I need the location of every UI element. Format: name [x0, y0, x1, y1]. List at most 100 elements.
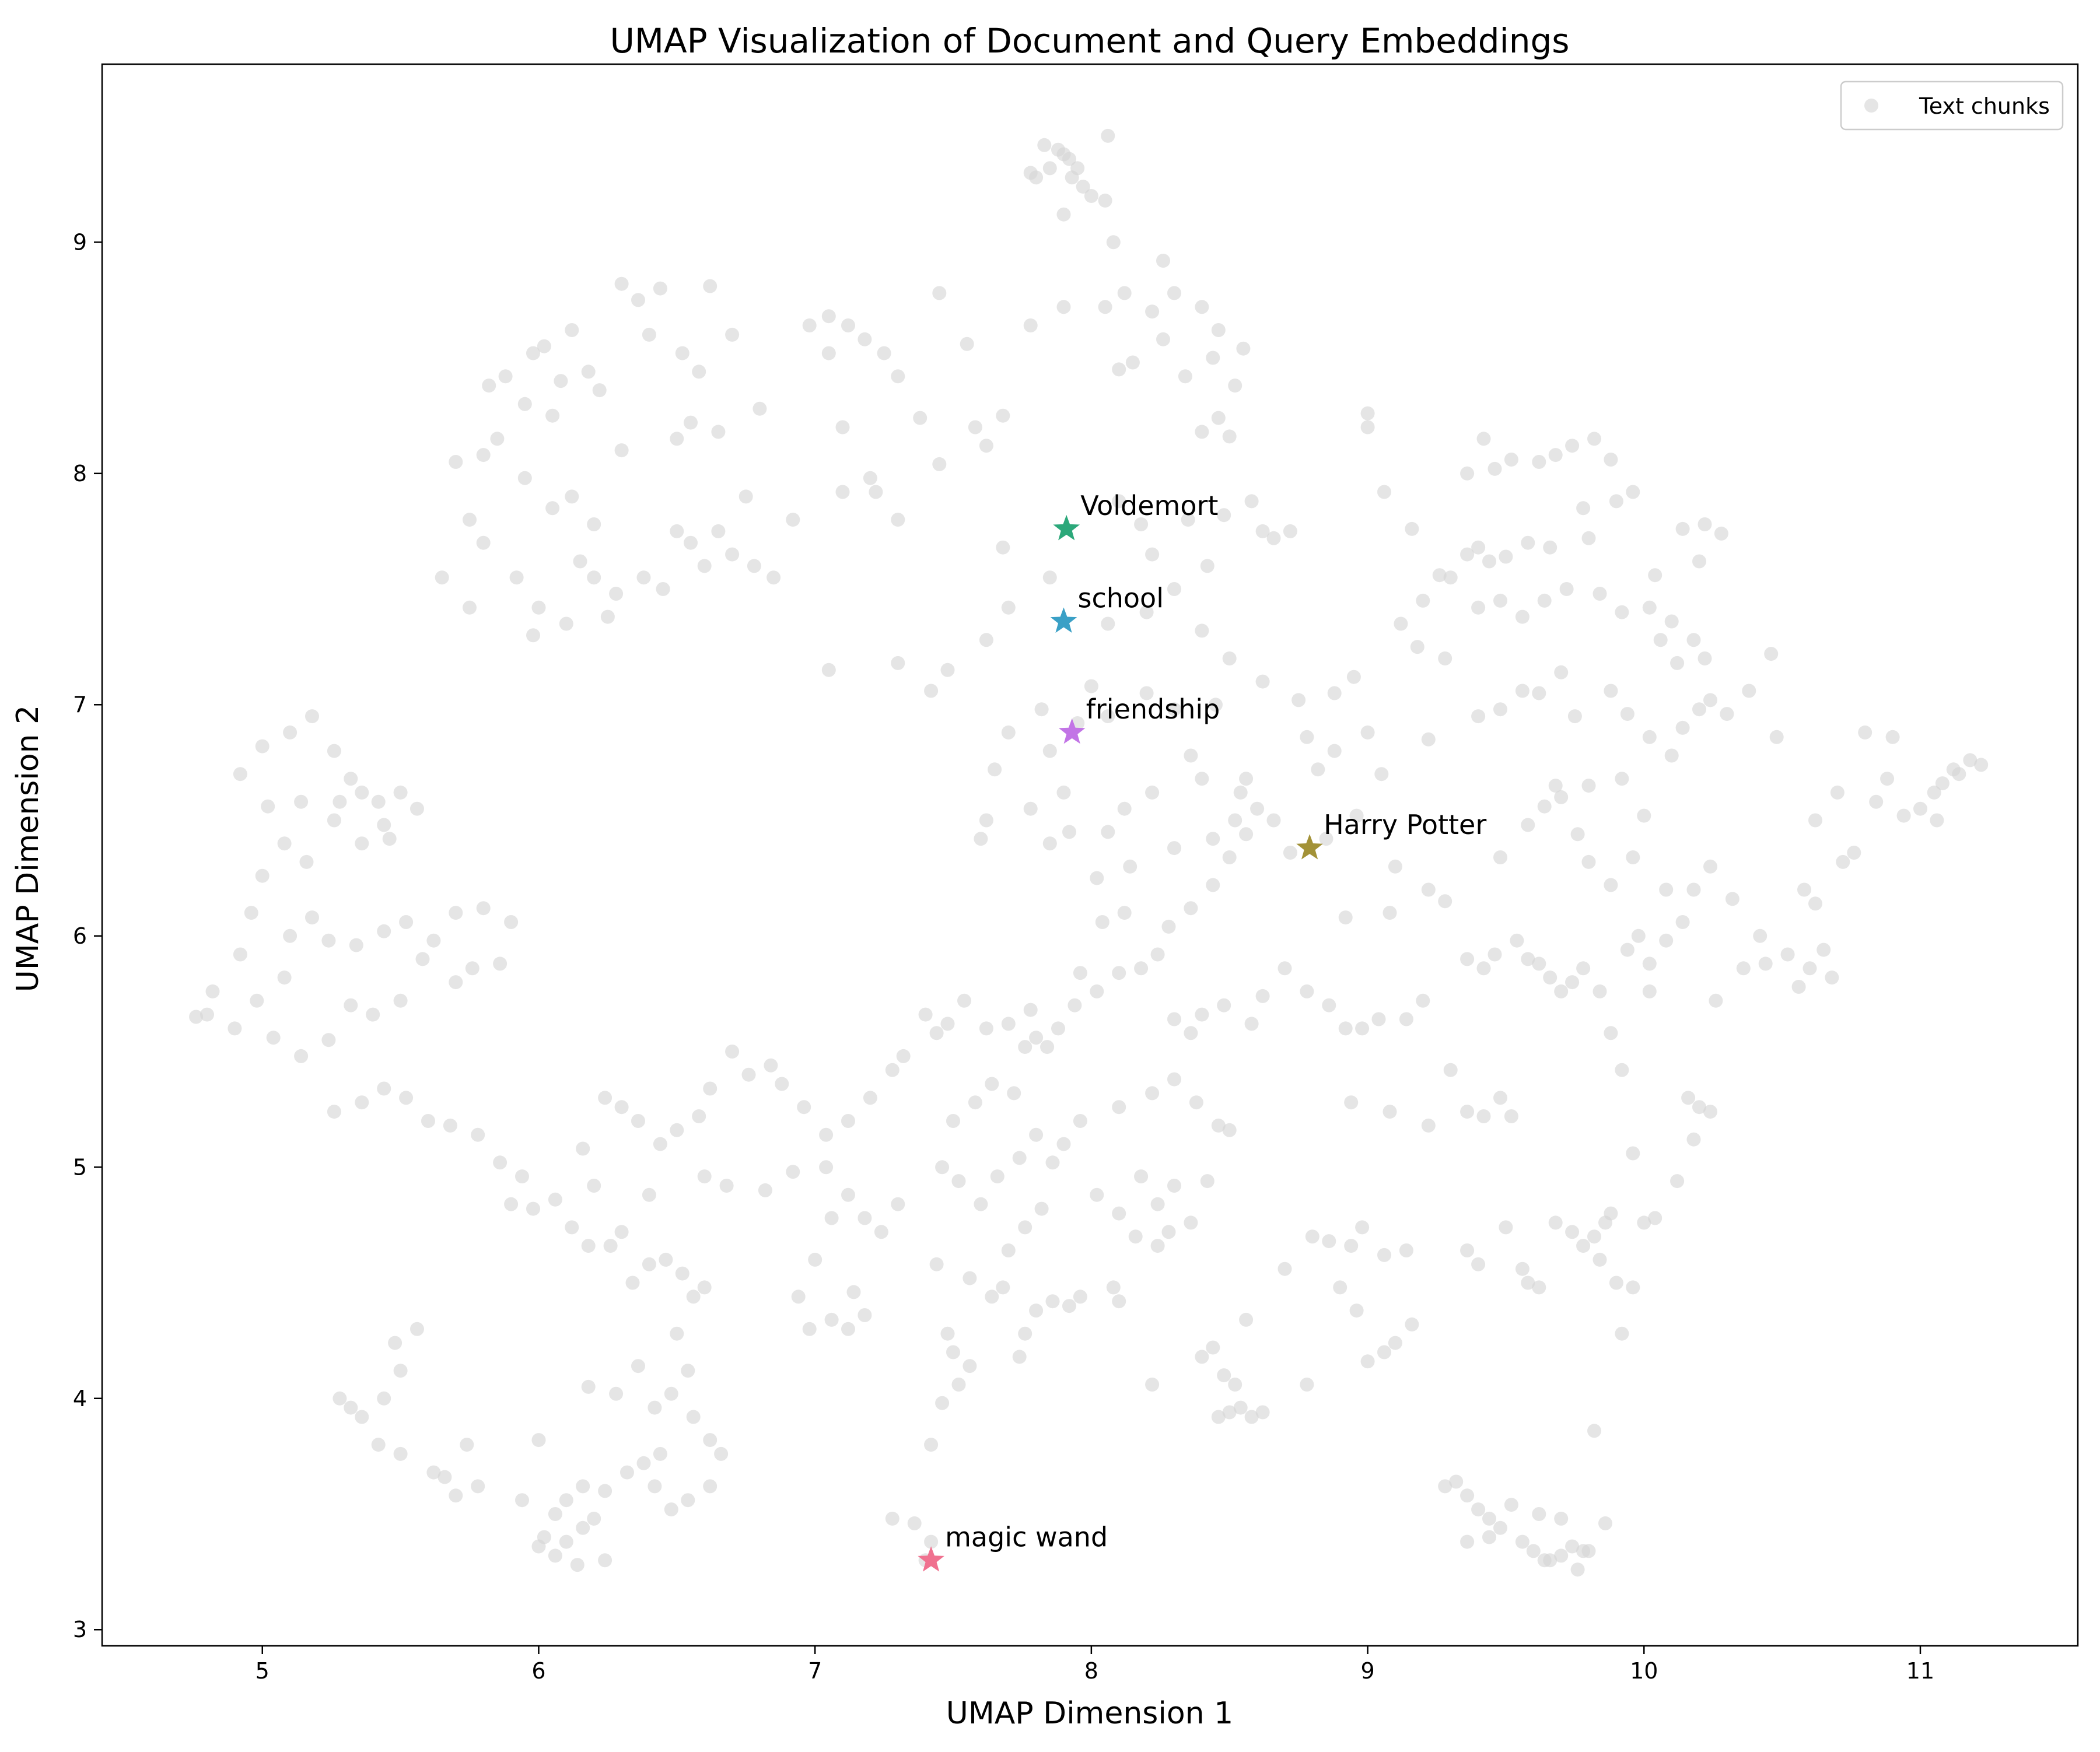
- text-chunk-point: [1825, 970, 1839, 985]
- text-chunk-point: [1742, 684, 1756, 698]
- text-chunk-point: [1206, 351, 1220, 365]
- text-chunk-point: [1399, 1012, 1413, 1026]
- text-chunk-point: [1648, 1211, 1662, 1225]
- text-chunk-point: [426, 933, 441, 948]
- text-chunk-point: [1034, 702, 1049, 717]
- text-chunk-point: [1233, 1400, 1248, 1415]
- text-chunk-point: [1125, 355, 1140, 370]
- text-chunk-point: [1587, 1424, 1601, 1438]
- text-chunk-point: [940, 1017, 955, 1031]
- text-chunk-point: [625, 1276, 640, 1290]
- text-chunk-point: [1283, 524, 1297, 538]
- text-chunk-point: [670, 1326, 684, 1341]
- text-chunk-point: [1112, 494, 1126, 509]
- text-chunk-point: [1460, 1105, 1475, 1119]
- text-chunk-point: [321, 933, 336, 948]
- text-chunk-point: [932, 286, 947, 300]
- text-chunk-point: [393, 1446, 408, 1461]
- text-chunk-point: [1836, 854, 1850, 869]
- text-chunk-point: [974, 832, 988, 846]
- text-chunk-point: [821, 346, 836, 360]
- text-chunk-point: [891, 656, 905, 670]
- text-chunk-point: [1692, 554, 1706, 569]
- text-chunk-point: [1570, 827, 1585, 842]
- text-chunk-point: [1482, 554, 1496, 569]
- text-chunk-point: [1537, 799, 1552, 814]
- text-chunk-point: [465, 961, 480, 976]
- text-chunk-point: [1438, 1479, 1452, 1494]
- text-chunk-point: [1117, 286, 1132, 300]
- text-chunk-point: [366, 1007, 380, 1022]
- points-layer: [189, 128, 1989, 1577]
- text-chunk-point: [1255, 989, 1270, 1003]
- text-chunk-point: [1443, 1063, 1458, 1077]
- text-chunk-point: [1090, 984, 1104, 998]
- text-chunk-point: [1228, 379, 1242, 393]
- text-chunk-point: [1460, 952, 1475, 966]
- text-chunk-point: [581, 1379, 596, 1394]
- text-chunk-point: [858, 1308, 872, 1322]
- text-chunk-point: [985, 1077, 999, 1091]
- text-chunk-point: [1101, 128, 1115, 143]
- text-chunk-point: [1460, 1488, 1475, 1503]
- text-chunk-point: [968, 1095, 982, 1110]
- text-chunk-point: [1817, 942, 1831, 957]
- text-chunk-point: [614, 1100, 629, 1115]
- text-chunk-point: [1065, 170, 1079, 185]
- text-chunk-point: [1300, 730, 1314, 744]
- text-chunk-point: [1974, 758, 1989, 772]
- query-star-harry-potter: [1296, 834, 1323, 860]
- text-chunk-point: [642, 327, 656, 342]
- text-chunk-point: [1139, 605, 1154, 619]
- text-chunk-point: [1670, 656, 1685, 670]
- text-chunk-point: [1499, 1220, 1513, 1235]
- text-chunk-point: [1570, 1562, 1585, 1577]
- text-chunk-point: [1609, 494, 1623, 509]
- text-chunk-point: [858, 1211, 872, 1225]
- text-chunk-point: [974, 1197, 988, 1211]
- text-chunk-point: [631, 1359, 645, 1373]
- y-tick-label: 5: [73, 1154, 87, 1180]
- text-chunk-point: [1703, 693, 1717, 707]
- text-chunk-point: [515, 1493, 529, 1508]
- text-chunk-point: [1913, 801, 1927, 816]
- text-chunk-point: [305, 709, 319, 724]
- text-chunk-point: [1056, 207, 1071, 222]
- text-chunk-point: [1659, 933, 1674, 948]
- text-chunk-point: [1709, 993, 1723, 1008]
- text-chunk-point: [1045, 1294, 1060, 1309]
- text-chunk-point: [332, 1391, 347, 1406]
- text-chunk-point: [990, 1169, 1005, 1184]
- text-chunk-point: [1753, 928, 1768, 943]
- text-chunk-point: [1686, 1132, 1701, 1147]
- text-chunk-point: [355, 1410, 369, 1424]
- text-chunk-point: [554, 374, 568, 388]
- text-chunk-point: [1664, 748, 1679, 763]
- text-chunk-point: [1360, 1354, 1375, 1369]
- text-chunk-point: [1808, 896, 1822, 911]
- text-chunk-point: [1493, 702, 1507, 717]
- text-chunk-point: [1460, 1534, 1475, 1549]
- text-chunk-point: [913, 411, 928, 425]
- text-chunk-point: [449, 975, 463, 990]
- text-chunk-point: [1042, 570, 1057, 585]
- text-chunk-point: [1725, 892, 1740, 906]
- text-chunk-point: [1145, 785, 1160, 800]
- text-chunk-point: [1703, 1105, 1717, 1119]
- text-chunk-point: [963, 1359, 977, 1373]
- text-chunk-point: [1604, 684, 1618, 698]
- text-chunk-point: [1592, 984, 1607, 998]
- text-chunk-point: [1642, 984, 1657, 998]
- text-chunk-point: [1769, 730, 1784, 744]
- text-chunk-point: [1112, 1100, 1126, 1115]
- text-chunk-point: [874, 1225, 888, 1239]
- text-chunk-point: [1471, 600, 1486, 615]
- text-chunk-point: [957, 993, 971, 1008]
- text-chunk-point: [614, 1225, 629, 1239]
- text-chunk-point: [587, 517, 601, 531]
- text-chunk-point: [1438, 894, 1452, 909]
- text-chunk-point: [752, 401, 767, 416]
- text-chunk-point: [1565, 975, 1580, 990]
- text-chunk-point: [1167, 1012, 1181, 1026]
- text-chunk-point: [1471, 709, 1486, 724]
